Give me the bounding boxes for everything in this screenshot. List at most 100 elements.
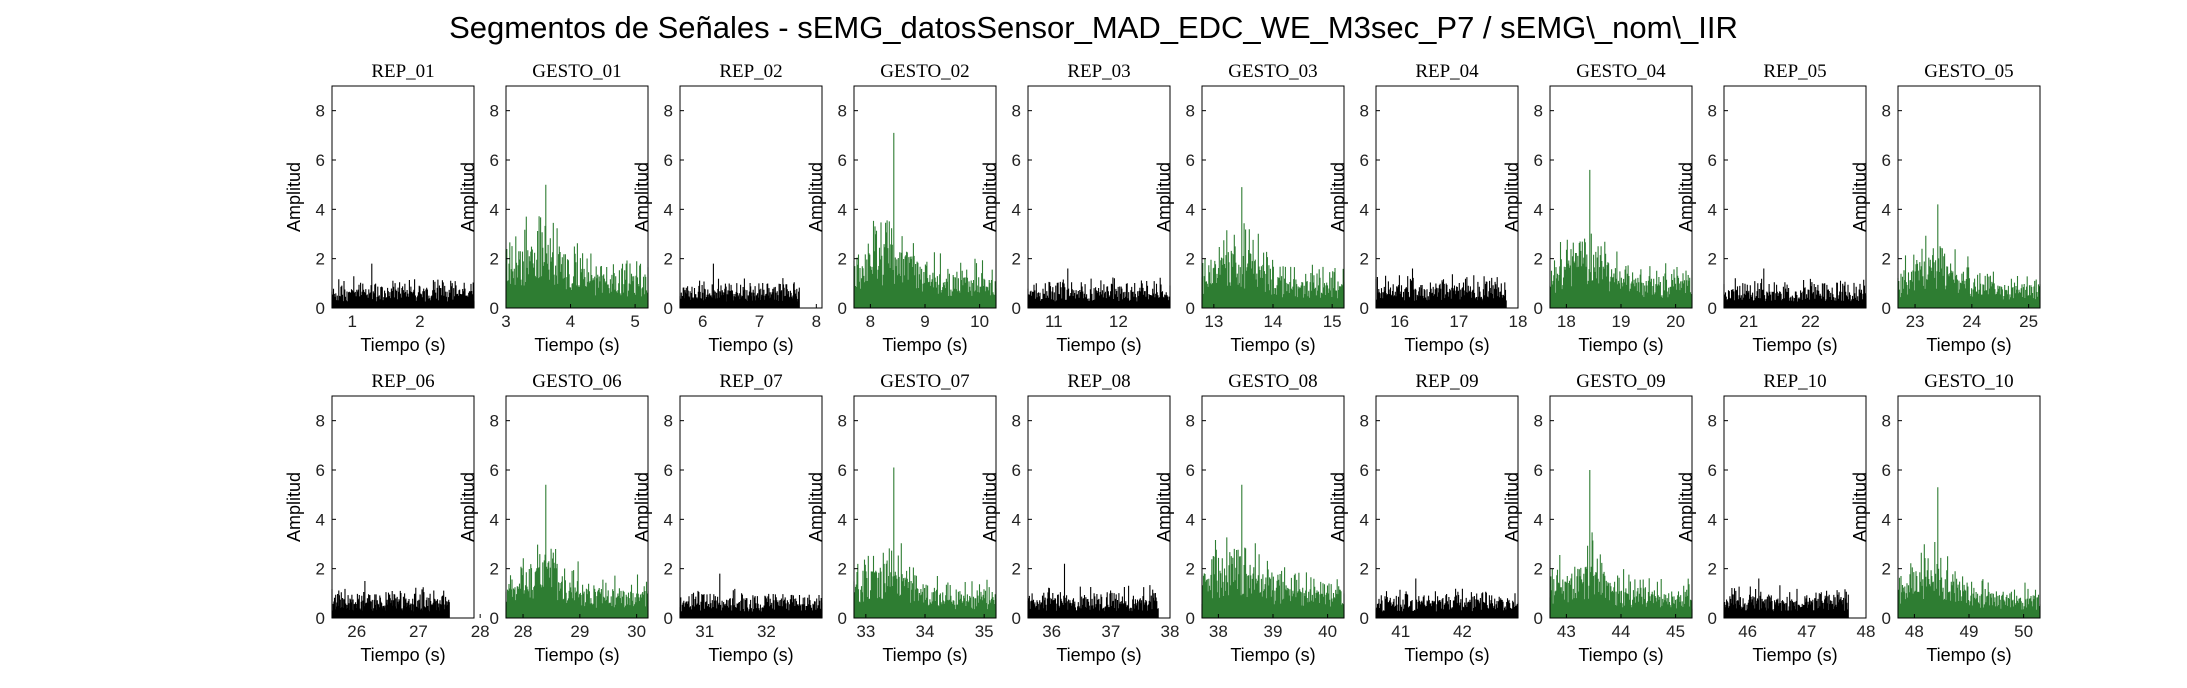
y-axis-label: Amplitud <box>632 162 652 232</box>
y-tick-label: 0 <box>490 299 499 318</box>
x-axis-label: Tiempo (s) <box>1056 645 1141 665</box>
y-tick-label: 4 <box>490 200 499 219</box>
y-axis-label: Amplitud <box>458 162 478 232</box>
subplot-rep-03: 0 2 4 6 8 11 12 REP_03 Tiempo (s) Amplitud <box>980 61 1171 355</box>
x-tick-label: 35 <box>975 622 994 641</box>
y-tick-label: 6 <box>1882 461 1891 480</box>
y-axis-label: Amplitud <box>1328 162 1348 232</box>
subplot-title: REP_05 <box>1763 61 1826 82</box>
y-axis-label: Amplitud <box>1850 162 1870 232</box>
x-tick-label: 14 <box>1264 312 1283 331</box>
y-tick-label: 2 <box>1012 560 1021 579</box>
y-tick-label: 4 <box>1012 200 1021 219</box>
x-axis-label: Tiempo (s) <box>1578 335 1663 355</box>
y-tick-label: 6 <box>664 461 673 480</box>
signal-series <box>679 573 823 618</box>
y-tick-label: 6 <box>490 461 499 480</box>
x-axis-label: Tiempo (s) <box>882 335 967 355</box>
y-tick-label: 4 <box>1360 200 1369 219</box>
x-tick-label: 45 <box>1666 622 1685 641</box>
x-tick-label: 18 <box>1509 312 1528 331</box>
signal-series <box>331 581 450 618</box>
y-tick-label: 4 <box>1708 200 1717 219</box>
y-tick-label: 6 <box>1012 151 1021 170</box>
x-tick-label: 18 <box>1557 312 1576 331</box>
signal-series <box>1897 487 2041 618</box>
subplot-gesto-10: 0 2 4 6 8 48 49 50 GESTO_10 Tiempo (s) Amplitud <box>1850 371 2041 665</box>
subplot-title: GESTO_04 <box>1576 61 1666 82</box>
y-axis-label: Amplitud <box>284 162 304 232</box>
y-tick-label: 8 <box>838 102 847 121</box>
x-tick-label: 38 <box>1161 622 1180 641</box>
x-tick-label: 20 <box>1666 312 1685 331</box>
y-tick-label: 8 <box>1360 102 1369 121</box>
subplot-title: GESTO_10 <box>1924 371 2013 392</box>
subplot-title: REP_09 <box>1415 371 1478 392</box>
y-axis-label: Amplitud <box>1676 472 1696 542</box>
y-axis-label: Amplitud <box>1502 472 1522 542</box>
x-tick-label: 26 <box>347 622 366 641</box>
x-tick-label: 8 <box>866 312 875 331</box>
subplot-title: GESTO_01 <box>532 61 621 82</box>
x-tick-label: 42 <box>1453 622 1472 641</box>
x-axis-label: Tiempo (s) <box>708 645 793 665</box>
subplot-title: GESTO_03 <box>1228 61 1317 82</box>
axes-box <box>679 395 823 619</box>
subplot-rep-06: 0 2 4 6 8 26 27 28 REP_06 Tiempo (s) Amplitud <box>284 371 490 665</box>
signal-series <box>1723 578 1849 618</box>
axes-box <box>1723 395 1867 619</box>
y-tick-label: 2 <box>1534 250 1543 269</box>
subplot-gesto-06: 0 2 4 6 8 28 29 30 GESTO_06 Tiempo (s) Amplitud <box>458 371 649 665</box>
y-axis-label: Amplitud <box>1502 162 1522 232</box>
x-axis-label: Tiempo (s) <box>1230 335 1315 355</box>
subplot-rep-05: 0 2 4 6 8 21 22 REP_05 Tiempo (s) Amplitud <box>1676 61 1867 355</box>
subplot-gesto-04: 0 2 4 6 8 18 19 20 GESTO_04 Tiempo (s) Amplitud <box>1502 61 1693 355</box>
x-tick-label: 25 <box>2019 312 2038 331</box>
axes-box <box>505 85 649 309</box>
x-tick-label: 6 <box>698 312 707 331</box>
x-tick-label: 29 <box>570 622 589 641</box>
x-tick-label: 2 <box>415 312 424 331</box>
y-tick-label: 6 <box>1360 151 1369 170</box>
y-tick-label: 4 <box>664 510 673 529</box>
x-tick-label: 17 <box>1449 312 1468 331</box>
x-axis-label: Tiempo (s) <box>534 335 619 355</box>
x-axis-label: Tiempo (s) <box>1926 335 2011 355</box>
y-tick-label: 2 <box>490 560 499 579</box>
x-tick-label: 48 <box>1857 622 1876 641</box>
x-tick-label: 39 <box>1264 622 1283 641</box>
y-tick-label: 4 <box>1186 510 1195 529</box>
y-tick-label: 8 <box>1882 412 1891 431</box>
y-tick-label: 0 <box>1882 609 1891 628</box>
y-tick-label: 2 <box>1012 250 1021 269</box>
axes-box <box>1027 85 1171 309</box>
signal-series <box>1375 578 1519 618</box>
x-tick-label: 4 <box>566 312 575 331</box>
y-axis-label: Amplitud <box>1154 472 1174 542</box>
x-axis-label: Tiempo (s) <box>1404 335 1489 355</box>
subplot-rep-09: 0 2 4 6 8 41 42 REP_09 Tiempo (s) Amplitud <box>1328 371 1519 665</box>
x-tick-label: 40 <box>1318 622 1337 641</box>
y-tick-label: 8 <box>838 412 847 431</box>
signal-series <box>505 484 649 618</box>
y-tick-label: 6 <box>838 151 847 170</box>
x-tick-label: 47 <box>1797 622 1816 641</box>
y-tick-label: 0 <box>1186 299 1195 318</box>
y-tick-label: 2 <box>1186 560 1195 579</box>
x-axis-label: Tiempo (s) <box>1578 645 1663 665</box>
signal-series <box>1375 268 1507 308</box>
subplot-gesto-02: 0 2 4 6 8 8 9 10 GESTO_02 Tiempo (s) Amplitud <box>806 61 997 355</box>
y-axis-label: Amplitud <box>1676 162 1696 232</box>
x-tick-label: 11 <box>1045 312 1063 331</box>
x-tick-label: 9 <box>920 312 929 331</box>
subplot-title: REP_04 <box>1415 61 1479 82</box>
y-tick-label: 6 <box>316 461 325 480</box>
x-axis-label: Tiempo (s) <box>882 645 967 665</box>
y-tick-label: 6 <box>1360 461 1369 480</box>
y-tick-label: 6 <box>1882 151 1891 170</box>
y-tick-label: 8 <box>1186 412 1195 431</box>
subplot-title: REP_02 <box>719 61 782 82</box>
y-tick-label: 0 <box>1012 609 1021 628</box>
subplot-title: GESTO_05 <box>1924 61 2013 82</box>
